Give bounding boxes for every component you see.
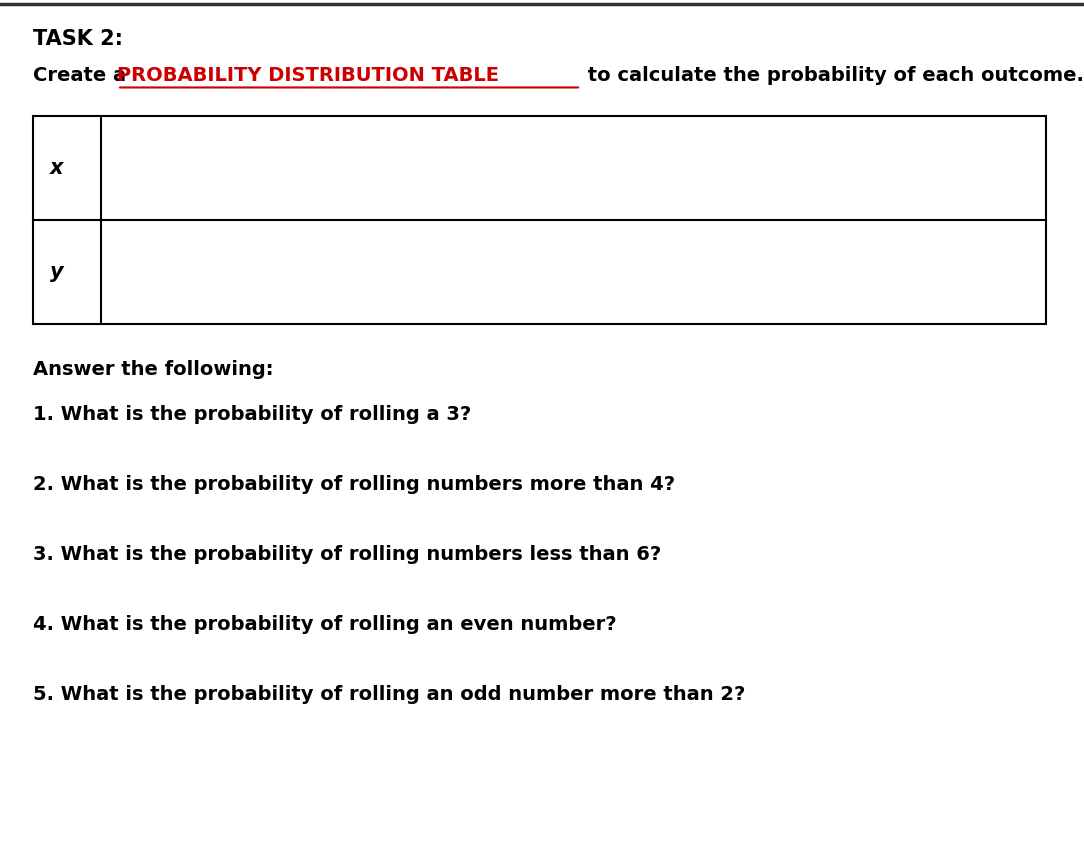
Text: 5. What is the probability of rolling an odd number more than 2?: 5. What is the probability of rolling an… xyxy=(33,685,745,704)
Text: to calculate the probability of each outcome.: to calculate the probability of each out… xyxy=(581,66,1084,85)
Text: y: y xyxy=(50,262,64,282)
Text: TASK 2:: TASK 2: xyxy=(33,29,122,50)
Text: 4. What is the probability of rolling an even number?: 4. What is the probability of rolling an… xyxy=(33,615,616,634)
Text: 2. What is the probability of rolling numbers more than 4?: 2. What is the probability of rolling nu… xyxy=(33,475,674,495)
Text: Create a: Create a xyxy=(33,66,132,85)
Text: x: x xyxy=(50,158,63,178)
Text: PROBABILITY DISTRIBUTION TABLE: PROBABILITY DISTRIBUTION TABLE xyxy=(117,66,499,85)
Text: 3. What is the probability of rolling numbers less than 6?: 3. What is the probability of rolling nu… xyxy=(33,545,661,564)
Text: 1. What is the probability of rolling a 3?: 1. What is the probability of rolling a … xyxy=(33,405,470,425)
Text: Answer the following:: Answer the following: xyxy=(33,360,273,379)
Bar xyxy=(33,116,1046,324)
